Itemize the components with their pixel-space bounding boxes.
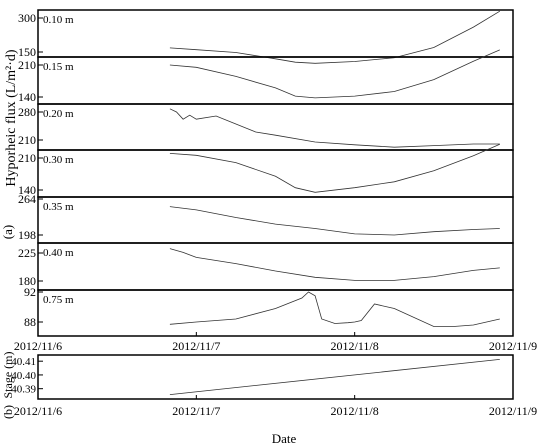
panel-a-label: (a) (0, 225, 15, 239)
x-tick-label: 2012/11/7 (172, 339, 220, 353)
panel-b-xaxis: 2012/11/6 2012/11/7 2012/11/8 2012/11/9 (14, 395, 537, 418)
depth-label: 0.35 m (43, 201, 74, 213)
x-tick-label: 2012/11/6 (14, 404, 62, 418)
y-tick-label: 198 (18, 228, 36, 242)
y-tick-label: 40.39 (11, 384, 36, 396)
y-tick-label: 210 (18, 133, 36, 147)
y-tick-label: 210 (18, 151, 36, 165)
panel-b-group: 40.41 40.40 40.39 (11, 354, 514, 400)
panel-0_15m: 210 140 0.15 m (18, 49, 514, 105)
panel-b-label: (b) (1, 405, 15, 419)
depth-label: 0.15 m (43, 61, 74, 73)
y-tick-label: 92 (24, 285, 36, 299)
y-tick-label: 150 (18, 45, 36, 59)
stage-line (169, 359, 500, 395)
panel-0_20m: 280 210 0.20 m (18, 103, 514, 151)
panel-b-ylabel: Stage (m) (1, 352, 15, 399)
panel-0_35m: 264 198 0.35 m (18, 192, 514, 244)
depth-label: 0.30 m (43, 154, 74, 166)
x-axis-label: Date (272, 431, 297, 446)
y-tick-label: 140 (18, 183, 36, 197)
panel-frame (37, 354, 514, 400)
panel-a-xaxis: 2012/11/6 2012/11/7 2012/11/8 2012/11/9 (14, 332, 537, 353)
y-tick-label: 180 (18, 274, 36, 288)
y-tick-label: 88 (24, 315, 36, 329)
depth-label: 0.75 m (43, 294, 74, 306)
y-tick-label: 140 (18, 90, 36, 104)
panel-0_30m: 210 140 0.30 m (18, 143, 514, 198)
x-tick-label: 2012/11/6 (14, 339, 62, 353)
y-tick-label: 264 (18, 192, 36, 206)
panel-frame (37, 242, 514, 291)
panel-frame (37, 103, 514, 151)
depth-label: 0.20 m (43, 108, 74, 120)
series-line (169, 10, 501, 64)
x-tick-label: 2012/11/9 (489, 404, 537, 418)
panel-0_40m: 225 180 0.40 m (18, 242, 514, 291)
y-tick-label: 210 (18, 58, 36, 72)
panel-frame (37, 9, 514, 58)
panel-frame (37, 149, 514, 198)
series-line (169, 206, 500, 236)
panel-a-ylabel: Hyporheic flux (L/m²·d) (4, 49, 19, 186)
panel-0_10m: 300 150 0.10 m (18, 9, 514, 64)
y-tick-label: 40.40 (11, 370, 36, 382)
panel-a-group: 300 150 0.10 m 210 140 0.15 m 280 210 0.20 m 210 1… (18, 9, 514, 337)
panel-frame (37, 196, 514, 244)
y-tick-label: 280 (18, 105, 36, 119)
x-tick-label: 2012/11/8 (331, 404, 379, 418)
y-tick-label: 225 (18, 246, 36, 260)
y-tick-label: 40.41 (11, 356, 36, 368)
series-line (169, 291, 500, 327)
panel-0_75m: 92 88 0.75 m (24, 285, 514, 337)
series-line (169, 248, 500, 281)
series-line (169, 143, 500, 193)
series-line (169, 108, 500, 148)
y-tick-label: 300 (18, 11, 36, 25)
depth-label: 0.10 m (43, 14, 74, 26)
depth-label: 0.40 m (43, 247, 74, 259)
x-tick-label: 2012/11/8 (331, 339, 379, 353)
series-line (169, 49, 500, 99)
x-tick-label: 2012/11/7 (172, 404, 220, 418)
panel-frame (37, 289, 514, 337)
panel-frame (37, 56, 514, 105)
x-tick-label: 2012/11/9 (489, 339, 537, 353)
